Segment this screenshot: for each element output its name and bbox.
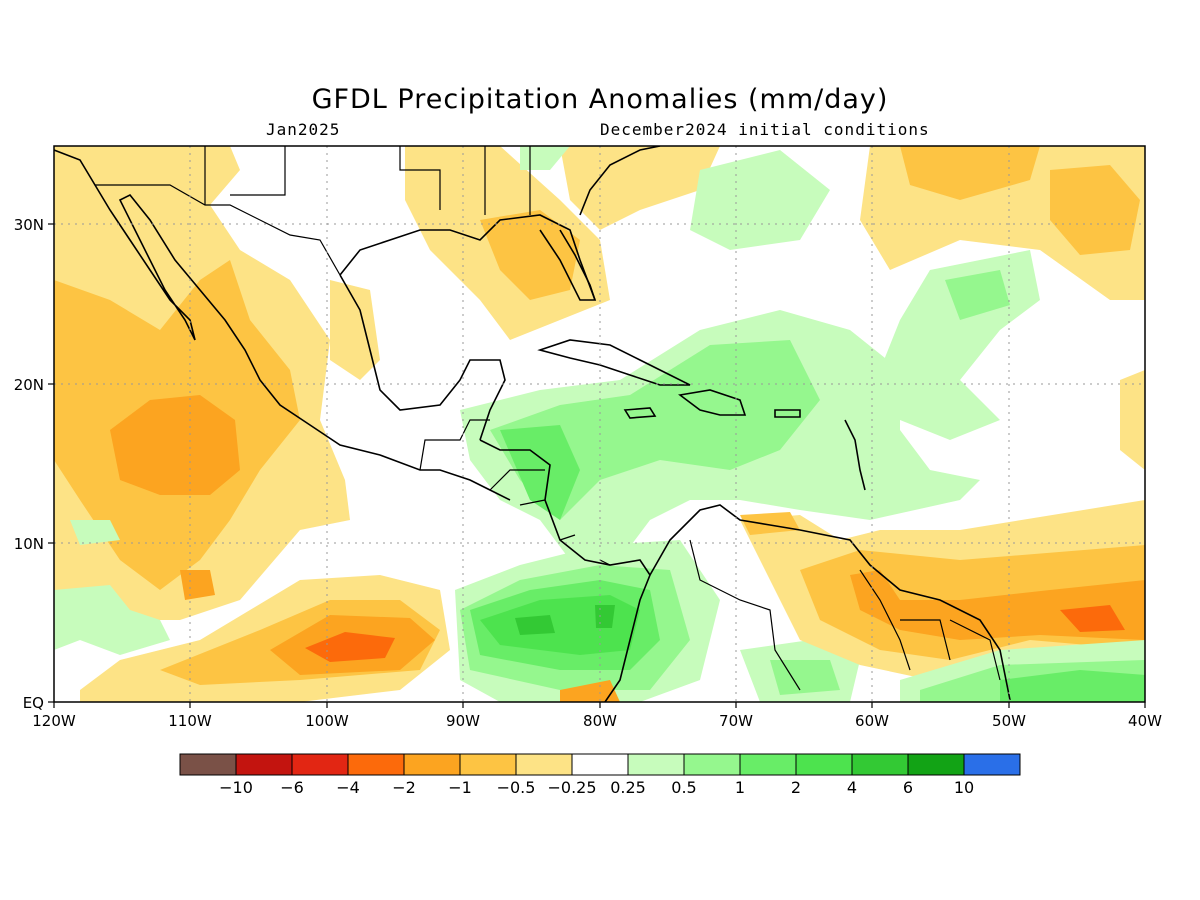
cuba-outline	[537, 339, 691, 386]
wet-region-pacific-small	[70, 520, 120, 545]
y-tick-label: 30N	[14, 216, 44, 234]
wet-region-central-america	[500, 425, 580, 520]
colorbar-swatch	[291, 753, 349, 776]
initial-conditions-label: December2024 initial conditions	[600, 120, 930, 139]
x-tick-label: 120W	[32, 712, 76, 730]
colorbar-swatch	[179, 753, 237, 776]
colorbar-label: 0.5	[671, 778, 696, 797]
dry-region-yucatan-west	[330, 280, 380, 380]
wet-region-panama-peak	[515, 605, 615, 635]
dry-region-eastern-pacific-core	[110, 395, 240, 495]
puerto-rico-outline	[774, 409, 801, 418]
x-tick-label: 40W	[1128, 712, 1162, 730]
colorbar-swatch	[235, 753, 293, 776]
colorbar-label: −10	[219, 778, 253, 797]
us-east-coastline	[579, 146, 661, 216]
wet-region-south-america-core	[770, 660, 840, 695]
colorbar-label: 0.25	[610, 778, 646, 797]
wet-region-far-eastern-pacific	[54, 585, 170, 655]
colorbar-swatch	[683, 753, 741, 776]
wet-region-atlantic-light	[520, 146, 1040, 440]
anomaly-field	[54, 146, 1145, 702]
colorbar-label: 6	[903, 778, 913, 797]
guatemala-border	[419, 419, 490, 471]
colorbar-swatch	[347, 753, 405, 776]
dry-region-south-pacific-core	[305, 632, 395, 662]
borders	[95, 146, 1001, 691]
colorbar-label: −2	[392, 778, 416, 797]
colorbar-swatch	[459, 753, 517, 776]
dry-region-florida-core	[480, 210, 580, 300]
colorbar: −10 −6 −4 −2 −1 −0.5 −0.25 0.25 0.5 1 2 4 6 10	[179, 753, 1021, 797]
colorbar-label: 2	[791, 778, 801, 797]
x-tick-label: 110W	[168, 712, 212, 730]
colorbar-label: 10	[954, 778, 974, 797]
gulf-coastline	[339, 214, 597, 441]
x-tick-label: 60W	[855, 712, 889, 730]
x-tick-label: 90W	[446, 712, 480, 730]
page-title: GFDL Precipitation Anomalies (mm/day)	[311, 84, 889, 115]
x-tick-label: 100W	[305, 712, 349, 730]
y-tick-label: 10N	[14, 535, 44, 553]
us-mexico-border	[95, 184, 341, 276]
us-state-borders	[204, 146, 531, 215]
y-tick-label: EQ	[23, 694, 44, 712]
x-tick-label: 50W	[992, 712, 1026, 730]
lesser-antilles	[844, 419, 866, 491]
dry-region-venezuela-coast	[740, 512, 800, 535]
colorbar-label: −1	[448, 778, 472, 797]
colorbar-label: −0.5	[497, 778, 536, 797]
x-tick-label: 70W	[719, 712, 753, 730]
y-axis-labels: EQ 10N 20N 30N	[14, 216, 44, 712]
dry-region-guianas-atlantic-mid	[850, 570, 1145, 640]
colorbar-label: −0.25	[547, 778, 596, 797]
colorbar-swatch	[515, 753, 573, 776]
dry-region-north-atlantic-core	[1050, 165, 1140, 255]
dry-region-ecuador	[560, 680, 620, 702]
mexico-coastline	[54, 149, 511, 501]
south-america-coastline	[649, 504, 1011, 701]
dry-blob-small	[180, 570, 215, 600]
colorbar-swatch	[739, 753, 797, 776]
guianas-borders	[859, 569, 1001, 681]
colombia-venezuela-border	[689, 539, 801, 691]
x-axis-labels: 120W 110W 100W 90W 80W 70W 60W 50W 40W	[32, 712, 1162, 730]
colorbar-label: −6	[280, 778, 304, 797]
colorbar-swatch	[907, 753, 965, 776]
coastlines	[54, 146, 1011, 702]
central-america-borders	[489, 469, 611, 566]
hispaniola-outline	[678, 389, 747, 416]
wet-region-atlantic-mid	[945, 270, 1010, 320]
dry-region-guianas-atlantic-core	[1060, 605, 1125, 632]
jamaica-outline	[623, 407, 657, 419]
colorbar-swatch	[571, 753, 629, 776]
colorbar-swatch	[403, 753, 461, 776]
tick-marks	[48, 223, 1146, 708]
dry-region-north-atlantic-core-2	[900, 146, 1040, 200]
colorbar-label: 4	[847, 778, 857, 797]
colorbar-swatch	[795, 753, 853, 776]
florida-outline	[559, 229, 596, 301]
gridlines	[54, 146, 1145, 702]
forecast-month: Jan2025	[266, 120, 341, 139]
colorbar-label: −4	[336, 778, 360, 797]
x-tick-label: 80W	[583, 712, 617, 730]
dry-region-atlantic-east-edge	[1120, 370, 1145, 470]
colorbar-swatch	[627, 753, 685, 776]
y-tick-label: 20N	[14, 376, 44, 394]
colorbar-label: 1	[735, 778, 745, 797]
central-america-coastline	[479, 439, 651, 702]
wet-region-brazil-north-core	[1000, 670, 1145, 702]
colorbar-swatch	[963, 753, 1021, 776]
colorbar-swatch	[851, 753, 909, 776]
